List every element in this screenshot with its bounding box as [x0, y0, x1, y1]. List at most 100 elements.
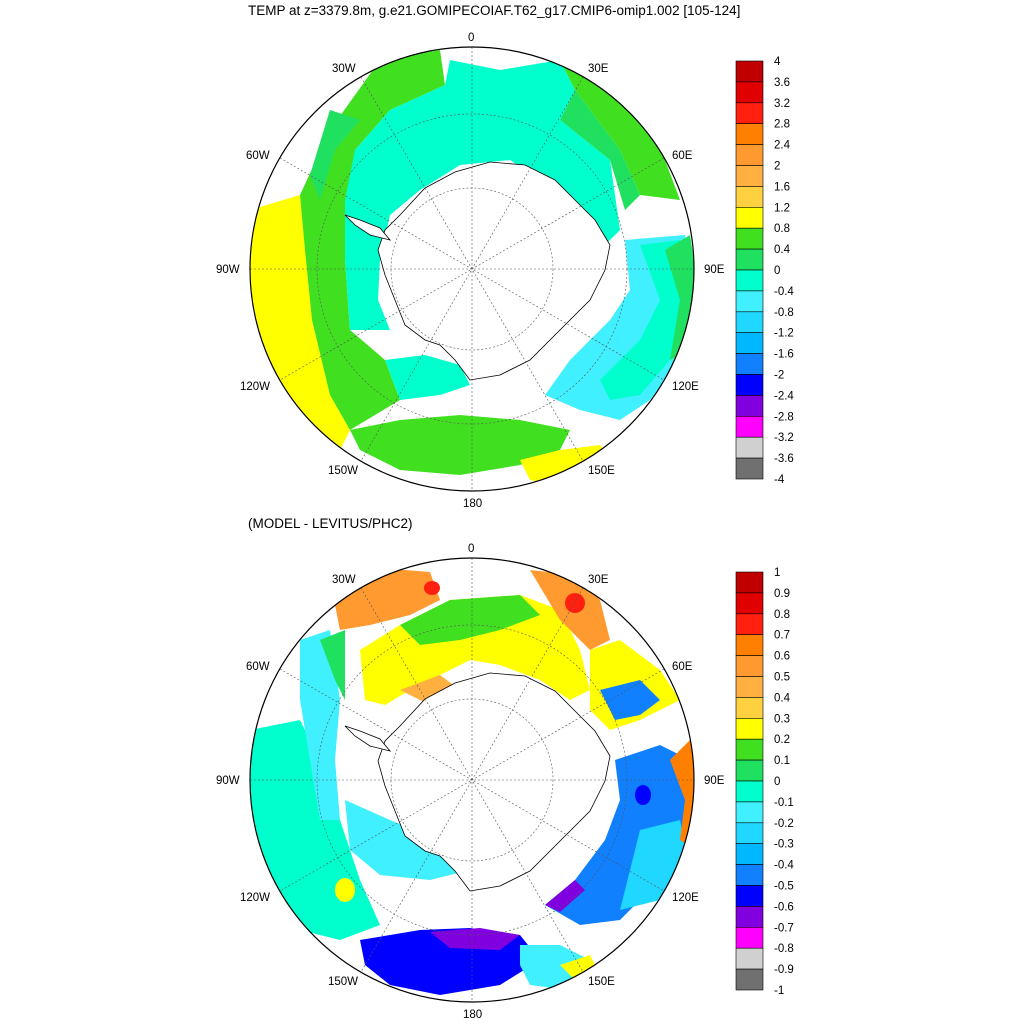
top-map-fill: [250, 50, 694, 490]
colorbar-tick-label: -0.8: [774, 943, 794, 955]
purple-region-pacific: [430, 928, 520, 950]
lon-label-120w: 120W: [240, 381, 270, 393]
colorbar-swatch: [735, 968, 764, 991]
colorbar-swatch: [735, 801, 764, 824]
lon-label-30e: 30E: [588, 63, 609, 75]
lon-label-60e: 60E: [672, 150, 693, 162]
colorbar-swatch: [735, 906, 764, 928]
colorbar-tick-label: 2: [774, 161, 780, 173]
colorbar-tick-label: -1: [774, 985, 784, 997]
light-blue-region-west: [300, 630, 340, 820]
colorbar-tick-label: 0: [774, 776, 780, 788]
antarctic-peninsula: [344, 214, 392, 241]
colorbar-swatch: [735, 186, 764, 208]
light-blue-region-mid: [345, 800, 470, 880]
red-spot-northeast: [565, 593, 585, 613]
lon-label-90w: 90W: [216, 775, 240, 787]
colorbar-swatch: [735, 144, 764, 166]
lon-label-90w: 90W: [216, 264, 240, 276]
colorbar-swatch: [735, 634, 764, 656]
colorbar-tick-label: -0.7: [774, 922, 794, 934]
colorbar-swatch: [735, 655, 764, 677]
deep-blue-spot: [635, 785, 651, 805]
top-longitude-labels: 0 30E 60E 90E 120E 150E 180 150W 120W 90…: [216, 32, 725, 510]
lon-label-120w: 120W: [240, 892, 270, 904]
lon-label-150w: 150W: [328, 976, 358, 988]
purple-spot: [545, 880, 585, 912]
yellow-spot: [335, 878, 355, 902]
colorbar-tick-label: 0.6: [774, 651, 790, 663]
colorbar-swatch: [735, 81, 764, 104]
top-map-boundary: [249, 46, 695, 492]
colorbar-swatch: [735, 822, 764, 844]
colorbar-swatch: [735, 436, 764, 459]
colorbar-tick-label: 0.2: [774, 734, 790, 746]
bottom-map-boundary: [249, 557, 695, 1003]
figure-title: TEMP at z=3379.8m, g.e21.GOMIPECOIAF.T62…: [248, 3, 741, 18]
colorbar-swatch: [735, 332, 764, 354]
colorbar-tick-label: 0.4: [774, 692, 791, 704]
colorbar-tick-label: -0.4: [774, 860, 794, 872]
antarctica-mask: [377, 672, 611, 892]
lon-label-120e: 120E: [672, 381, 699, 393]
colorbar-tick-label: 0.3: [774, 713, 790, 725]
colorbar-tick-label: -1.2: [774, 328, 794, 340]
colorbar-tick-label: -0.1: [774, 797, 794, 809]
lon-label-60w: 60W: [246, 661, 270, 673]
difference-subtitle: (MODEL - LEVITUS/PHC2): [248, 516, 413, 531]
colorbar-tick-label: 1.6: [774, 181, 790, 193]
bottom-polar-map: 0 30E 60E 90E 120E 150E 180 150W 120W 90…: [216, 543, 794, 1021]
colorbar-swatch: [735, 311, 764, 333]
antarctica-mask: [377, 161, 611, 381]
lon-label-150e: 150E: [588, 465, 615, 477]
bottom-colorbar: 1 0.9 0.8 0.7 0.6 0.5 0.4 0.3 0.2 0.1 0 -0.1 -0.2 -0.…: [735, 567, 794, 997]
colorbar-tick-label: 0.9: [774, 588, 790, 600]
antarctic-peninsula: [344, 725, 392, 752]
colorbar-swatch: [735, 780, 764, 803]
colorbar-swatch: [735, 843, 764, 865]
colorbar-tick-label: -0.2: [774, 818, 794, 830]
green-region-west: [320, 630, 345, 700]
colorbar-tick-label: -0.8: [774, 307, 794, 319]
colorbar-swatch: [735, 697, 764, 719]
green-region-north: [400, 595, 540, 645]
colorbar-tick-label: -0.5: [774, 881, 794, 893]
colorbar-tick-label: -2.4: [774, 390, 794, 402]
colorbar-swatch: [735, 123, 764, 145]
colorbar-swatch: [735, 227, 764, 250]
colorbar-swatch: [735, 759, 764, 782]
colorbar-tick-label: -0.3: [774, 839, 794, 851]
colorbar-swatch: [735, 926, 764, 949]
cyan-region-south: [385, 355, 470, 400]
colorbar-tick-label: -3.6: [774, 453, 794, 465]
lon-label-30e: 30E: [588, 574, 609, 586]
lon-label-60e: 60E: [672, 661, 693, 673]
green-region-east-inner: [560, 90, 640, 210]
colorbar-tick-label: -0.4: [774, 286, 794, 298]
colorbar-tick-label: 2.4: [774, 140, 791, 152]
top-polar-map: 0 30E 60E 90E 120E 150E 180 150W 120W 90…: [216, 32, 794, 510]
lon-label-150w: 150W: [328, 465, 358, 477]
green-region-deep: [310, 110, 360, 200]
colorbar-swatch: [735, 102, 764, 125]
colorbar-tick-label: 0.4: [774, 244, 791, 256]
colorbar-swatch: [735, 269, 764, 292]
colorbar-tick-label: 4: [774, 56, 781, 68]
colorbar-swatch: [735, 592, 764, 615]
colorbar-swatch: [735, 60, 764, 83]
colorbar-tick-label: 3.2: [774, 98, 790, 110]
colorbar-swatch: [735, 947, 764, 970]
cyan-region-east-inner: [600, 240, 690, 400]
blue-region-east: [600, 680, 660, 720]
colorbar-swatch: [735, 613, 764, 635]
top-colorbar: 4 3.6 3.2 2.8 2.4 2 1.6 1.2 0.8 0.4 0 -0.4 -0.8 -1.2 -…: [735, 56, 794, 486]
red-spot-north: [424, 581, 440, 595]
colorbar-tick-label: -0.6: [774, 901, 794, 913]
colorbar-tick-label: 0.1: [774, 755, 790, 767]
colorbar-tick-label: -2: [774, 370, 784, 382]
lon-label-60w: 60W: [246, 150, 270, 162]
lon-label-150e: 150E: [588, 976, 615, 988]
colorbar-tick-label: 3.6: [774, 77, 790, 89]
colorbar-swatch: [735, 248, 764, 271]
